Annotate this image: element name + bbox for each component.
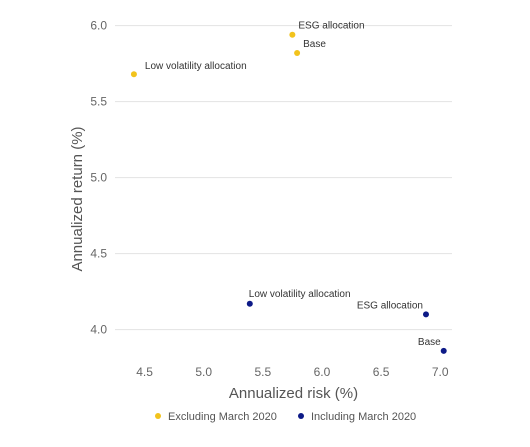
point-label: ESG allocation — [357, 300, 423, 311]
x-tick-label: 4.5 — [136, 365, 153, 379]
point-label: Base — [303, 39, 326, 50]
data-point — [440, 347, 447, 354]
y-tick-label: 4.0 — [90, 323, 107, 337]
gridlines — [115, 25, 452, 331]
x-tick-label: 7.0 — [432, 365, 449, 379]
x-axis-title: Annualized risk (%) — [229, 385, 358, 402]
x-tick-label: 6.0 — [314, 365, 331, 379]
data-points — [130, 31, 447, 354]
point-label: Low volatility allocation — [249, 289, 351, 300]
data-point — [246, 300, 253, 307]
point-label: Base — [418, 337, 441, 348]
axis-ticks: 4.0 4.5 5.0 5.5 6.0 4.5 5.0 5.5 6.0 6.5 7.0 — [90, 19, 449, 379]
point-label: Low volatility allocation — [145, 61, 247, 72]
legend-marker — [298, 413, 304, 419]
y-tick-label: 5.5 — [90, 95, 107, 109]
x-tick-label: 5.0 — [195, 365, 212, 379]
legend-label: Including March 2020 — [311, 411, 416, 423]
data-point — [294, 49, 301, 56]
y-axis-title: Annualized return (%) — [69, 126, 86, 271]
legend-label: Excluding March 2020 — [168, 411, 277, 423]
point-label: ESG allocation — [298, 21, 364, 32]
data-point — [422, 311, 429, 318]
x-tick-label: 5.5 — [254, 365, 271, 379]
y-tick-label: 4.5 — [90, 247, 107, 261]
legend: Excluding March 2020 Including March 2020 — [155, 411, 416, 423]
y-tick-label: 6.0 — [90, 19, 107, 33]
y-tick-label: 5.0 — [90, 171, 107, 185]
legend-marker — [155, 413, 161, 419]
x-tick-label: 6.5 — [373, 365, 390, 379]
data-point — [289, 31, 296, 38]
point-labels: Low volatility allocation ESG allocation B… — [145, 21, 441, 348]
data-point — [130, 71, 137, 78]
